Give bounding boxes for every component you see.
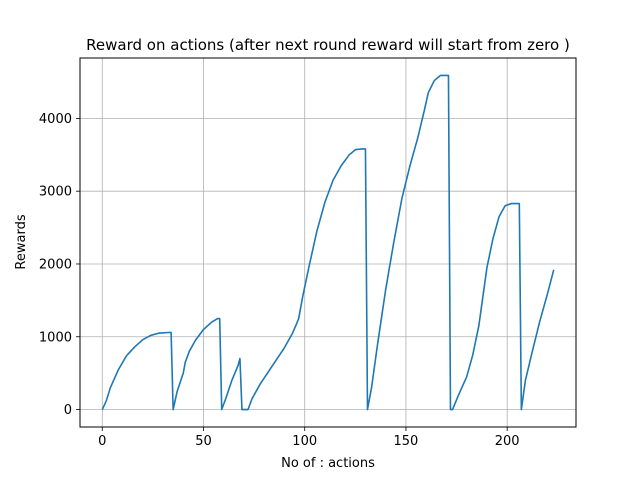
x-axis-label: No of : actions [281, 456, 375, 471]
chart-title: Reward on actions (after next round rewa… [86, 36, 570, 54]
y-tick-label: 1000 [39, 330, 72, 345]
reward-series-line [101, 74, 555, 411]
grid-lines [80, 58, 576, 427]
y-axis-label: Rewards [14, 214, 29, 269]
plot-frame [79, 57, 577, 428]
x-tick-label: 100 [292, 434, 317, 449]
series-layer [101, 74, 555, 411]
x-tick-label: 150 [394, 434, 419, 449]
y-tick-label: 3000 [39, 185, 72, 200]
plot-area [80, 58, 576, 427]
y-tick-label: 2000 [39, 257, 72, 272]
x-tick-label: 200 [495, 434, 520, 449]
y-tick-label: 4000 [39, 112, 72, 127]
y-tick-label: 0 [64, 403, 72, 418]
x-tick-label: 0 [98, 434, 106, 449]
x-tick-label: 50 [195, 434, 212, 449]
